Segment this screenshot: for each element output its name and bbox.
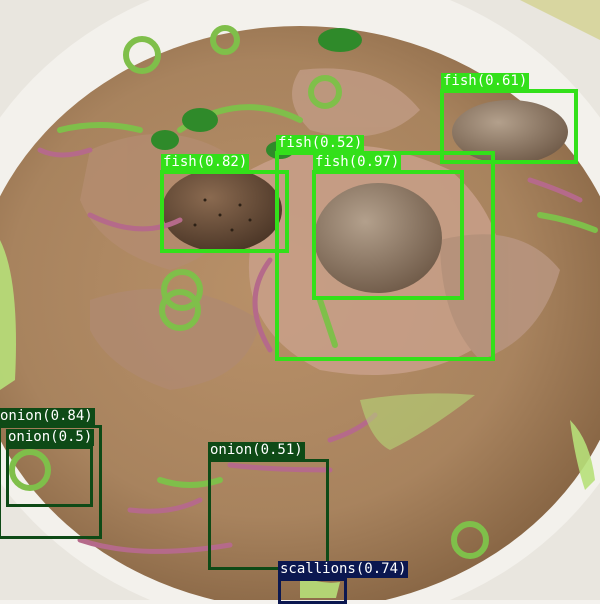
detection-box-fish: fish(0.61) (440, 73, 578, 164)
detection-label: fish(0.97) (313, 154, 402, 171)
detection-box-scallions: scallions(0.74) (278, 561, 409, 604)
detection-label: onion(0.5) (6, 429, 95, 446)
meatball (162, 168, 282, 252)
detection-label: fish(0.61) (441, 73, 530, 90)
detection-box-onion: onion(0.84) (0, 408, 102, 539)
detection-label: onion(0.51) (208, 442, 305, 459)
scallion-pieces (0, 240, 595, 598)
top-right-plate (520, 0, 600, 40)
detection-box-fish: fish(0.97) (312, 154, 464, 300)
scallions (9, 25, 598, 559)
meatball (314, 183, 442, 293)
detection-box-fish: fish(0.82) (160, 154, 289, 253)
detection-label: onion(0.84) (0, 408, 95, 425)
detection-label: fish(0.82) (161, 154, 250, 171)
pepper-flecks (193, 198, 252, 232)
detection-label: fish(0.52) (276, 135, 365, 152)
meatball (452, 100, 568, 164)
detection-box-fish: fish(0.52) (275, 135, 495, 361)
detection-label: scallions(0.74) (278, 561, 409, 578)
detection-box-onion: onion(0.51) (208, 442, 329, 570)
detection-box-onion: onion(0.5) (6, 429, 95, 507)
